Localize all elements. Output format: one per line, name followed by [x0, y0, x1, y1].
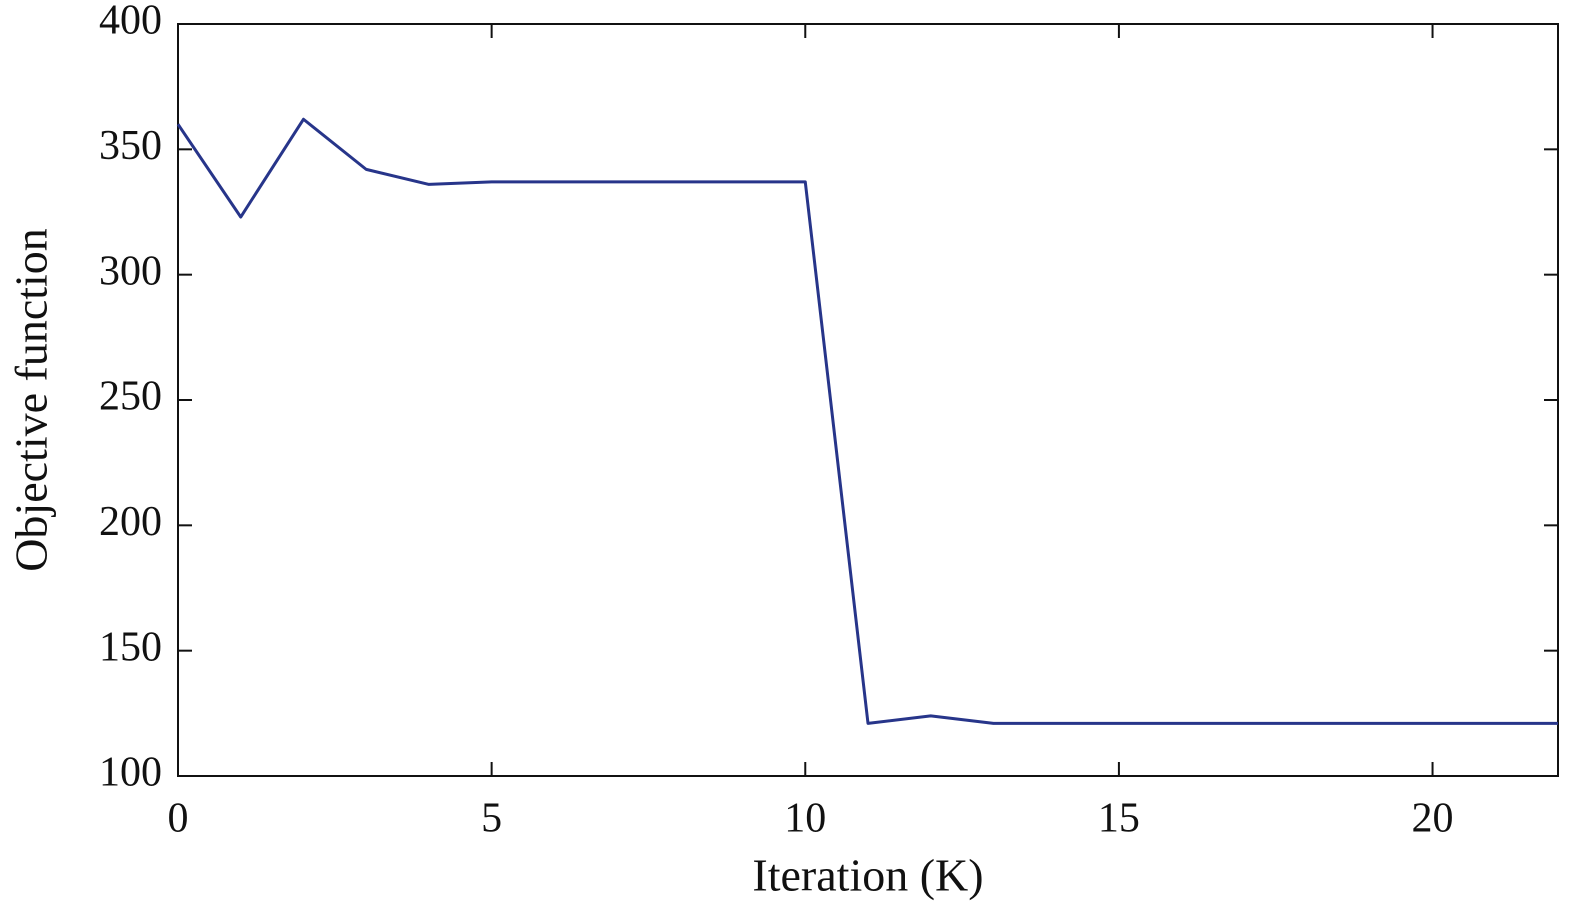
- x-axis-label: Iteration (K): [752, 850, 983, 901]
- y-tick-label: 150: [99, 624, 162, 670]
- x-tick-label: 15: [1098, 796, 1140, 842]
- y-tick-label: 350: [99, 123, 162, 169]
- data-line: [176, 117, 1558, 725]
- y-axis-label: Objective function: [6, 228, 57, 572]
- y-tick-label: 300: [99, 248, 162, 294]
- x-tick-label: 5: [481, 796, 502, 842]
- x-tick-label: 20: [1412, 796, 1454, 842]
- y-tick-label: 250: [99, 374, 162, 420]
- y-tick-label: 400: [99, 0, 162, 44]
- y-tick-label: 100: [99, 750, 162, 796]
- x-tick-label: 10: [784, 796, 826, 842]
- plot-frame: [177, 23, 1559, 777]
- y-tick-label: 200: [99, 499, 162, 545]
- x-tick-label: 0: [168, 796, 189, 842]
